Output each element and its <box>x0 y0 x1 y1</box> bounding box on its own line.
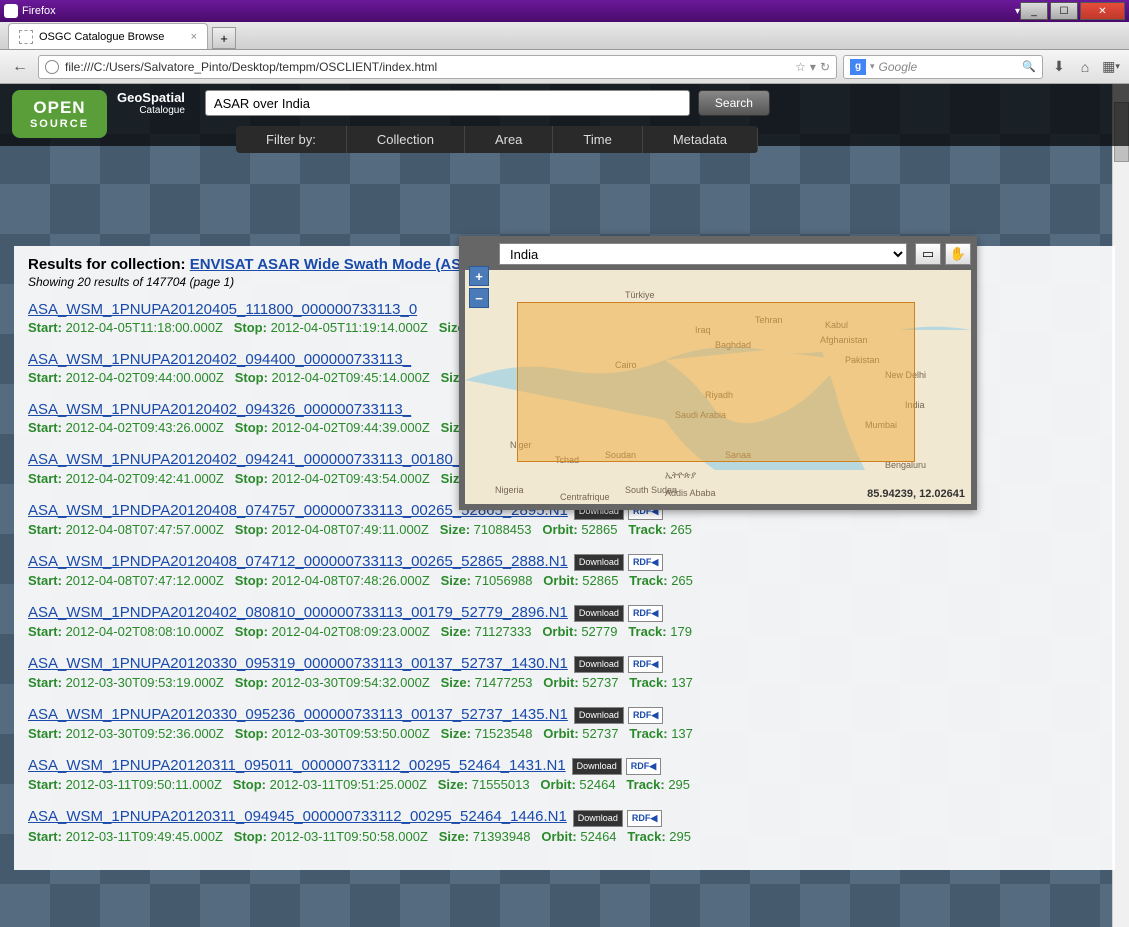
result-meta: Start: 2012-04-02T08:08:10.000Z Stop: 20… <box>28 624 1101 639</box>
catalogue-search-input[interactable] <box>205 90 690 116</box>
page-content: OPEN SOURCE GeoSpatial Catalogue Search … <box>0 84 1129 927</box>
zoom-in-button[interactable]: + <box>469 266 489 286</box>
maximize-button[interactable]: ☐ <box>1050 2 1078 20</box>
filter-label: Filter by: <box>236 126 347 153</box>
map-label: Türkiye <box>625 290 655 300</box>
result-item: ASA_WSM_1PNDPA20120408_074712_0000007331… <box>28 553 1101 588</box>
result-meta: Start: 2012-04-08T07:47:12.000Z Stop: 20… <box>28 573 1101 588</box>
browser-tab[interactable]: OSGC Catalogue Browse × <box>8 23 208 49</box>
tab-favicon <box>19 30 33 44</box>
catalogue-search-button[interactable]: Search <box>698 90 770 116</box>
filter-time[interactable]: Time <box>553 126 642 153</box>
logo: OPEN SOURCE <box>12 90 107 138</box>
download-badge[interactable]: Download <box>572 758 622 775</box>
back-button[interactable]: ← <box>8 55 32 79</box>
download-badge[interactable]: Download <box>574 554 624 571</box>
download-badge[interactable]: Download <box>574 707 624 724</box>
result-link[interactable]: ASA_WSM_1PNUPA20120402_094400_0000007331… <box>28 351 411 368</box>
rdf-badge[interactable]: RDF◀ <box>628 605 663 622</box>
result-link[interactable]: ASA_WSM_1PNDPA20120402_080810_0000007331… <box>28 604 568 621</box>
home-icon[interactable]: ⌂ <box>1075 57 1095 77</box>
download-icon[interactable]: ⬇ <box>1049 57 1069 77</box>
result-link[interactable]: ASA_WSM_1PNUPA20120311_095011_0000007331… <box>28 757 566 774</box>
url-text: file:///C:/Users/Salvatore_Pinto/Desktop… <box>65 60 789 74</box>
rdf-badge[interactable]: RDF◀ <box>627 810 662 827</box>
result-meta: Start: 2012-03-11T09:50:11.000Z Stop: 20… <box>28 777 1101 792</box>
zoom-out-button[interactable]: − <box>469 288 489 308</box>
logo-subtitle: GeoSpatial Catalogue <box>117 90 185 116</box>
url-dropdown-icon[interactable]: ▾ <box>810 60 816 74</box>
close-button[interactable]: ✕ <box>1080 2 1125 20</box>
firefox-icon <box>4 4 18 18</box>
logo-bot: SOURCE <box>30 118 89 130</box>
select-box-tool[interactable]: ▭ <box>915 243 941 265</box>
filter-collection[interactable]: Collection <box>347 126 465 153</box>
rdf-badge[interactable]: RDF◀ <box>628 554 663 571</box>
tab-close-icon[interactable]: × <box>191 31 197 43</box>
menu-icon[interactable]: ▦▾ <box>1101 57 1121 77</box>
rdf-badge[interactable]: RDF◀ <box>628 707 663 724</box>
map-label: ኢትዮጵያ <box>665 470 696 481</box>
tab-title: OSGC Catalogue Browse <box>39 31 164 43</box>
window-title: Firefox <box>22 5 1015 17</box>
globe-icon <box>45 60 59 74</box>
google-icon: g <box>850 59 866 75</box>
pan-tool[interactable]: ✋ <box>945 243 971 265</box>
map-label: Nigeria <box>495 485 524 495</box>
browser-search-field[interactable]: g ▾ Google 🔍 <box>843 55 1043 79</box>
result-item: ASA_WSM_1PNUPA20120311_095011_0000007331… <box>28 757 1101 792</box>
result-item: ASA_WSM_1PNUPA20120330_095236_0000007331… <box>28 706 1101 741</box>
filter-area[interactable]: Area <box>465 126 553 153</box>
minimize-button[interactable]: _ <box>1020 2 1048 20</box>
url-field[interactable]: file:///C:/Users/Salvatore_Pinto/Desktop… <box>38 55 837 79</box>
search-icon[interactable]: 🔍 <box>1022 60 1036 73</box>
new-tab-button[interactable]: + <box>212 27 236 49</box>
map-label: Centrafrique <box>560 492 610 502</box>
url-bar: ← file:///C:/Users/Salvatore_Pinto/Deskt… <box>0 50 1129 84</box>
result-link[interactable]: ASA_WSM_1PNUPA20120402_094326_0000007331… <box>28 401 411 418</box>
filter-metadata[interactable]: Metadata <box>643 126 758 153</box>
filter-tabs: Filter by: Collection Area Time Metadata <box>236 126 758 153</box>
result-item: ASA_WSM_1PNUPA20120311_094945_0000007331… <box>28 808 1101 843</box>
map-label: Addis Ababa <box>665 488 716 498</box>
logo-top: OPEN <box>33 98 85 118</box>
map-popup: + − India ▭ ✋ Türkiye Iraq <box>459 236 977 510</box>
result-link[interactable]: ASA_WSM_1PNDPA20120408_074712_0000007331… <box>28 553 568 570</box>
result-meta: Start: 2012-04-08T07:47:57.000Z Stop: 20… <box>28 522 1101 537</box>
download-badge[interactable]: Download <box>574 656 624 673</box>
result-link[interactable]: ASA_WSM_1PNUPA20120311_094945_0000007331… <box>28 808 567 825</box>
result-link[interactable]: ASA_WSM_1PNUPA20120405_111800_0000007331… <box>28 301 417 318</box>
rdf-badge[interactable]: RDF◀ <box>626 758 661 775</box>
result-meta: Start: 2012-03-30T09:53:19.000Z Stop: 20… <box>28 675 1101 690</box>
tab-bar: OSGC Catalogue Browse × + <box>0 22 1129 50</box>
map-coordinates: 85.94239, 12.02641 <box>867 488 965 500</box>
app-header: OPEN SOURCE GeoSpatial Catalogue Search … <box>0 84 1129 146</box>
result-item: ASA_WSM_1PNDPA20120402_080810_0000007331… <box>28 604 1101 639</box>
map-canvas[interactable]: Türkiye Iraq Baghdad Tehran Kabul Afghan… <box>465 270 971 504</box>
map-selection-box[interactable] <box>517 302 915 462</box>
rdf-badge[interactable]: RDF◀ <box>628 656 663 673</box>
result-link[interactable]: ASA_WSM_1PNUPA20120330_095236_0000007331… <box>28 706 568 723</box>
search-placeholder: Google <box>879 60 1019 74</box>
download-badge[interactable]: Download <box>573 810 623 827</box>
titlebar: Firefox ▾ _ ☐ ✕ <box>0 0 1129 22</box>
result-meta: Start: 2012-03-11T09:49:45.000Z Stop: 20… <box>28 829 1101 844</box>
result-item: ASA_WSM_1PNUPA20120330_095319_0000007331… <box>28 655 1101 690</box>
result-meta: Start: 2012-03-30T09:52:36.000Z Stop: 20… <box>28 726 1101 741</box>
region-select[interactable]: India <box>499 243 907 265</box>
result-link[interactable]: ASA_WSM_1PNUPA20120330_095319_0000007331… <box>28 655 568 672</box>
download-badge[interactable]: Download <box>574 605 624 622</box>
reload-icon[interactable]: ↻ <box>820 60 830 74</box>
window: Firefox ▾ _ ☐ ✕ OSGC Catalogue Browse × … <box>0 0 1129 927</box>
bookmark-icon[interactable]: ☆ <box>795 60 806 74</box>
collection-link[interactable]: ENVISAT ASAR Wide Swath Mode (ASA <box>190 256 472 273</box>
